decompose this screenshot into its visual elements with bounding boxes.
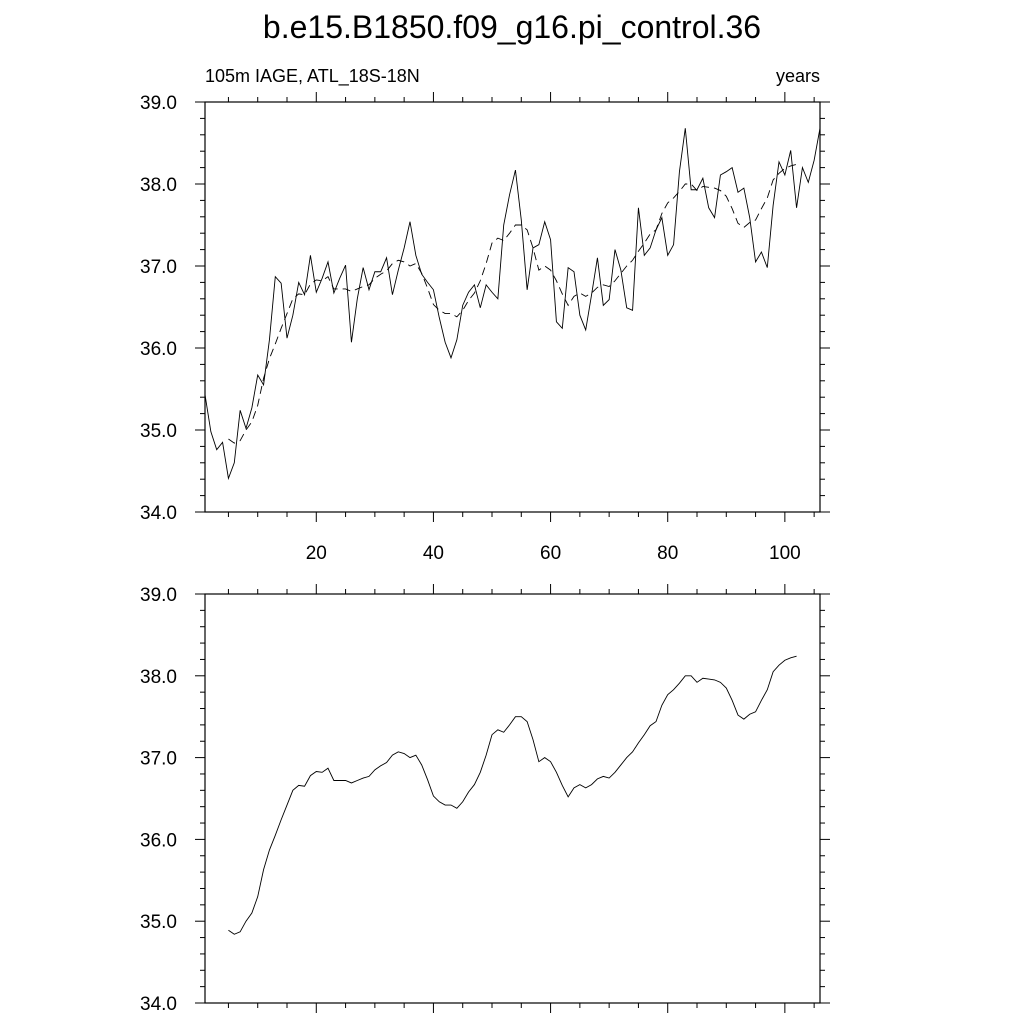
x-tick-label: 100	[769, 543, 801, 564]
x-tick-label: 40	[423, 543, 444, 564]
smoothed-line	[228, 163, 797, 444]
y-tick-label: 37.0	[140, 749, 177, 770]
y-tick-label: 36.0	[140, 339, 177, 360]
data-line	[228, 655, 797, 935]
data-line	[204, 128, 821, 481]
right-string: years	[776, 66, 820, 86]
figure-title: b.e15.B1850.f09_g16.pi_control.36	[263, 9, 761, 45]
y-tick-label: 38.0	[140, 667, 177, 688]
plot-frame	[204, 593, 821, 1004]
y-tick-label: 39.0	[140, 585, 177, 606]
y-tick-label: 35.0	[140, 912, 177, 933]
plot-frame	[204, 101, 821, 513]
y-tick-label: 34.0	[140, 503, 177, 524]
y-tick-label: 38.0	[140, 175, 177, 196]
y-tick-label: 37.0	[140, 257, 177, 278]
y-tick-label: 34.0	[140, 994, 177, 1015]
left-string: 105m IAGE, ATL_18S-18N	[205, 66, 420, 87]
x-tick-label: 20	[306, 543, 327, 564]
y-tick-label: 35.0	[140, 421, 177, 442]
x-tick-label: 60	[540, 543, 561, 564]
y-tick-label: 36.0	[140, 830, 177, 851]
y-tick-label: 39.0	[140, 93, 177, 114]
x-tick-label: 80	[657, 543, 678, 564]
